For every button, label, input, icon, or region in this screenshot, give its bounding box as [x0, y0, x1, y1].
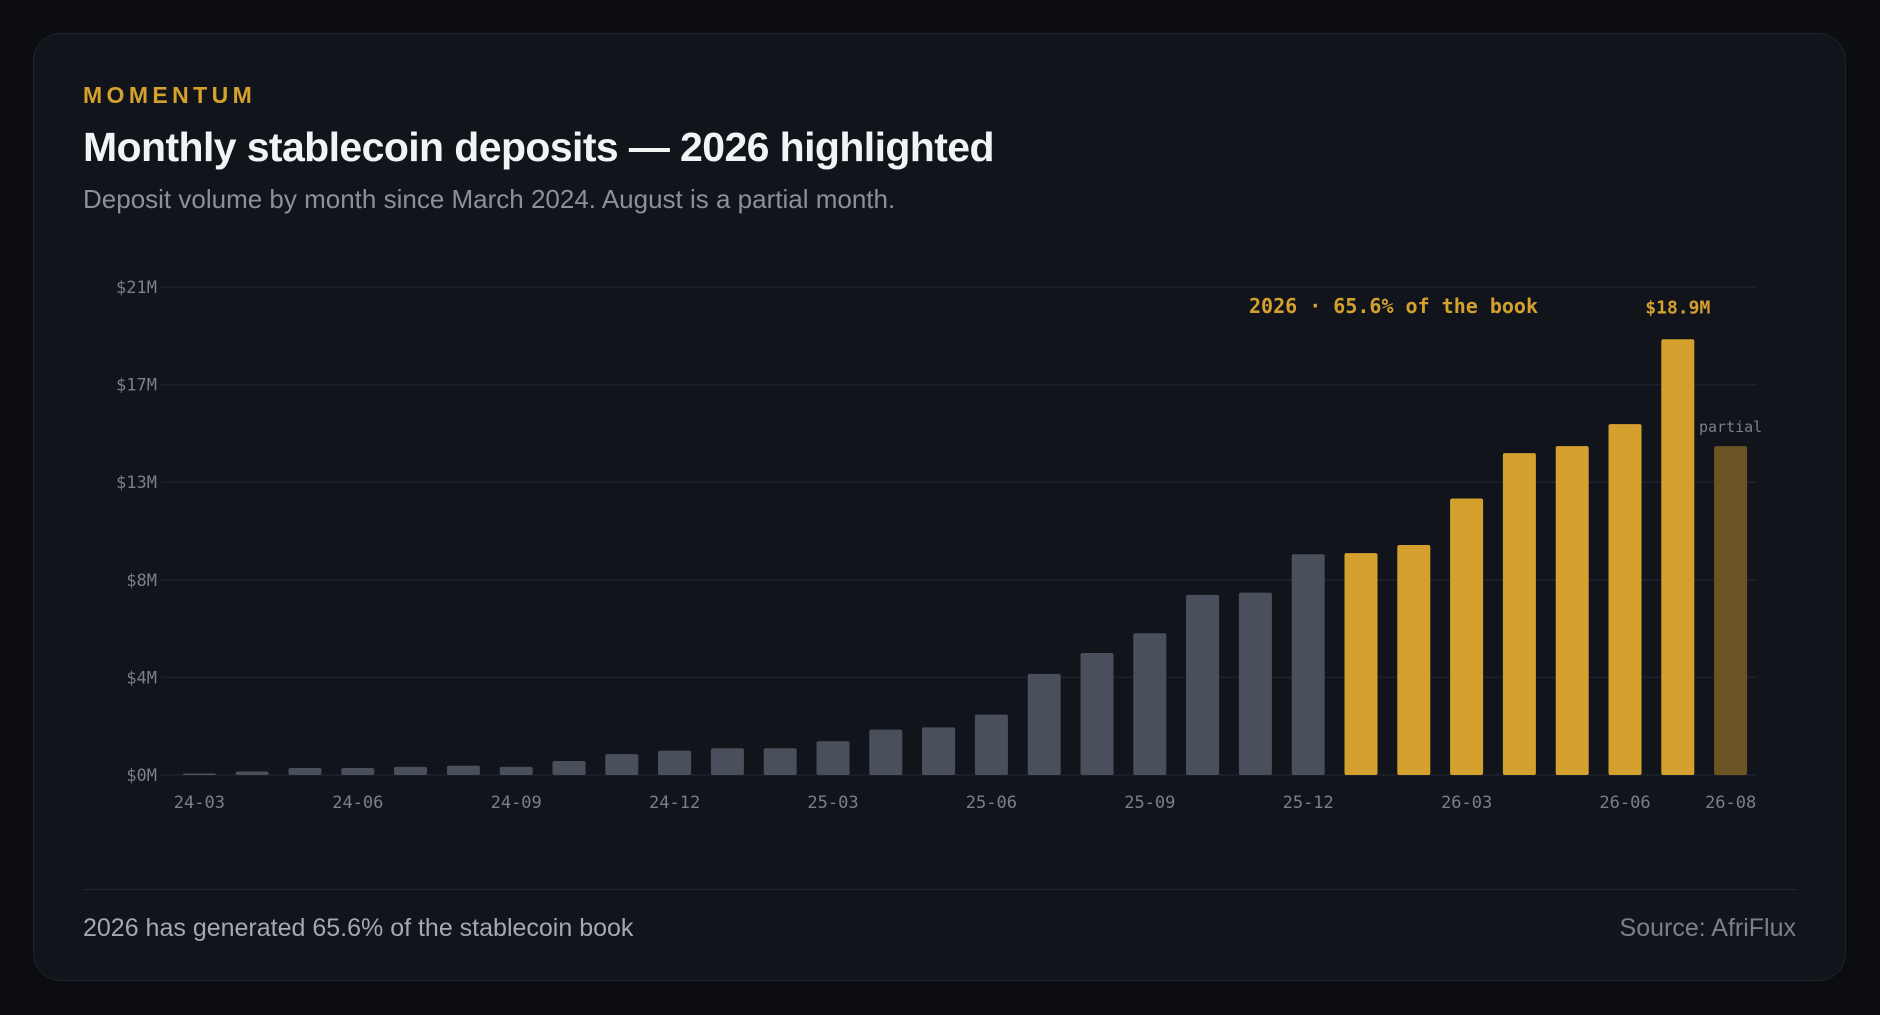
bar-26-07 [1661, 339, 1695, 775]
y-tick-label: $17M [116, 376, 157, 396]
bar-24-07 [394, 766, 428, 775]
x-tick-label: 25-09 [1124, 793, 1175, 813]
x-tick-label: 24-09 [491, 793, 542, 813]
y-tick-label: $0M [126, 766, 157, 786]
x-tick-label: 24-06 [332, 793, 383, 813]
bar-24-03 [182, 773, 216, 775]
bar-24-10 [552, 761, 586, 775]
highlight-annotation: 2026 · 65.6% of the book [1249, 294, 1538, 318]
bar-25-05 [922, 727, 956, 775]
bar-25-06 [974, 714, 1008, 775]
bar-25-10 [1186, 594, 1220, 775]
y-tick-label: $4M [126, 668, 157, 688]
bar-25-07 [1027, 673, 1061, 775]
bar-chart: $0M$4M$8M$13M$17M$21M 24-03 24-06 24-09 24-… [116, 278, 1762, 813]
bar-24-04 [235, 771, 269, 775]
bar-25-09 [1133, 633, 1167, 775]
partial-label: partial [1699, 418, 1762, 436]
bar-24-12 [658, 750, 692, 775]
bar-25-11 [1238, 592, 1272, 775]
bar-24-08 [446, 765, 480, 775]
bar-25-01 [710, 748, 744, 775]
x-tick-label: 26-06 [1599, 793, 1650, 813]
footer-note: 2026 has generated 65.6% of the stableco… [83, 914, 634, 942]
eyebrow-label: MOMENTUM [83, 82, 257, 108]
bar-26-04 [1502, 453, 1536, 775]
bar-26-03 [1450, 498, 1484, 775]
chart-subtitle: Deposit volume by month since March 2024… [83, 184, 896, 214]
bar-26-05 [1555, 446, 1589, 775]
x-tick-label: 25-06 [966, 793, 1017, 813]
bars [182, 339, 1748, 775]
x-tick-label: 25-03 [807, 793, 858, 813]
chart-card: MOMENTUM Monthly stablecoin deposits — 2… [33, 33, 1846, 981]
chart-title: Monthly stablecoin deposits — 2026 highl… [83, 124, 995, 170]
bar-24-06 [341, 768, 375, 775]
x-tick-label: 26-03 [1441, 793, 1492, 813]
bar-24-09 [499, 766, 533, 775]
y-axis-ticks: $0M $4M $8M $13M $17M $21M [116, 278, 157, 786]
bar-25-12 [1291, 554, 1325, 775]
bar-26-06 [1608, 424, 1642, 775]
bar-25-04 [869, 729, 903, 775]
bar-24-11 [605, 754, 639, 775]
y-tick-label: $8M [126, 571, 157, 591]
grid-lines [161, 286, 1757, 776]
source-credit: Source: AfriFlux [1619, 914, 1796, 942]
y-tick-label: $21M [116, 278, 157, 298]
x-tick-label: 24-03 [174, 793, 225, 813]
bar-25-03 [816, 741, 850, 775]
annotations: $18.9M partial 2026 · 65.6% of the book [1249, 294, 1762, 436]
x-axis-ticks: 24-03 24-06 24-09 24-12 25-03 25-06 25-09 25-12… [174, 793, 1756, 813]
x-tick-label: 26-08 [1705, 793, 1756, 813]
footer-divider [83, 889, 1796, 890]
y-tick-label: $13M [116, 473, 157, 493]
bar-24-05 [288, 768, 322, 775]
bar-26-08 [1714, 446, 1748, 775]
bar-25-08 [1080, 653, 1114, 775]
bar-25-02 [763, 748, 797, 775]
bar-26-02 [1397, 544, 1431, 775]
peak-value-label: $18.9M [1645, 297, 1710, 318]
x-tick-label: 25-12 [1283, 793, 1334, 813]
bar-26-01 [1344, 553, 1378, 775]
x-tick-label: 24-12 [649, 793, 700, 813]
